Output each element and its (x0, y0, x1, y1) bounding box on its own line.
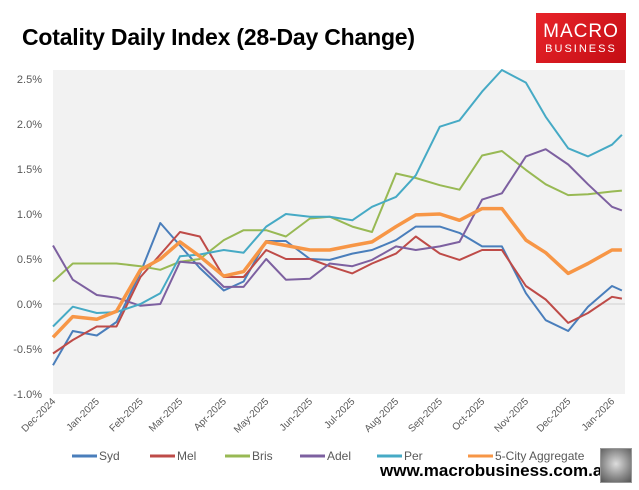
website-url: www.macrobusiness.com.au (380, 461, 613, 480)
y-tick-label: 2.5% (17, 74, 42, 86)
chart-title: Cotality Daily Index (28-Day Change) (22, 24, 415, 50)
x-tick-label: Nov-2025 (493, 396, 532, 435)
x-tick-label: Sep-2025 (406, 396, 445, 435)
x-tick-label: Feb-2025 (108, 396, 146, 434)
x-tick-label: Dec-2024 (20, 396, 59, 435)
y-tick-label: 1.5% (17, 164, 42, 176)
x-tick-label: Jun-2025 (278, 396, 316, 434)
x-tick-label: Aug-2025 (363, 396, 402, 435)
legend-label: Per (404, 449, 423, 463)
x-tick-label: Mar-2025 (147, 396, 185, 434)
y-tick-label: 0.5% (17, 254, 42, 266)
x-tick-label: May-2025 (232, 396, 272, 436)
x-tick-label: Apr-2025 (192, 396, 229, 433)
legend-label: Syd (99, 449, 120, 463)
x-tick-label: Jul-2025 (322, 396, 357, 431)
y-tick-label: 2.0% (17, 119, 42, 131)
legend-label: Mel (177, 449, 196, 463)
series-line-syd (52, 222, 623, 366)
y-tick-label: 1.0% (17, 209, 42, 221)
series-line-adel (52, 148, 623, 307)
legend-label: Bris (252, 449, 273, 463)
wolf-image (600, 448, 632, 483)
legend-label: Adel (327, 449, 351, 463)
x-tick-label: Dec-2025 (535, 396, 574, 435)
plot-area (53, 70, 625, 394)
logo-line2: BUSINESS (545, 43, 617, 55)
x-tick-label: Jan-2025 (65, 396, 103, 434)
series-line-5-city-aggregate (51, 206, 622, 339)
logo-line1: MACRO (543, 21, 619, 42)
x-tick-label: Oct-2025 (450, 396, 487, 433)
y-tick-label: -1.0% (13, 389, 42, 401)
y-tick-label: 0.0% (17, 299, 42, 311)
macrobusiness-logo: MACRO BUSINESS (536, 13, 626, 63)
series-line-bris (52, 150, 622, 283)
series-line-per (52, 69, 623, 328)
x-tick-label: Jan-2026 (580, 396, 618, 434)
legend-label: 5-City Aggregate (495, 449, 585, 463)
y-tick-label: -0.5% (13, 344, 42, 356)
